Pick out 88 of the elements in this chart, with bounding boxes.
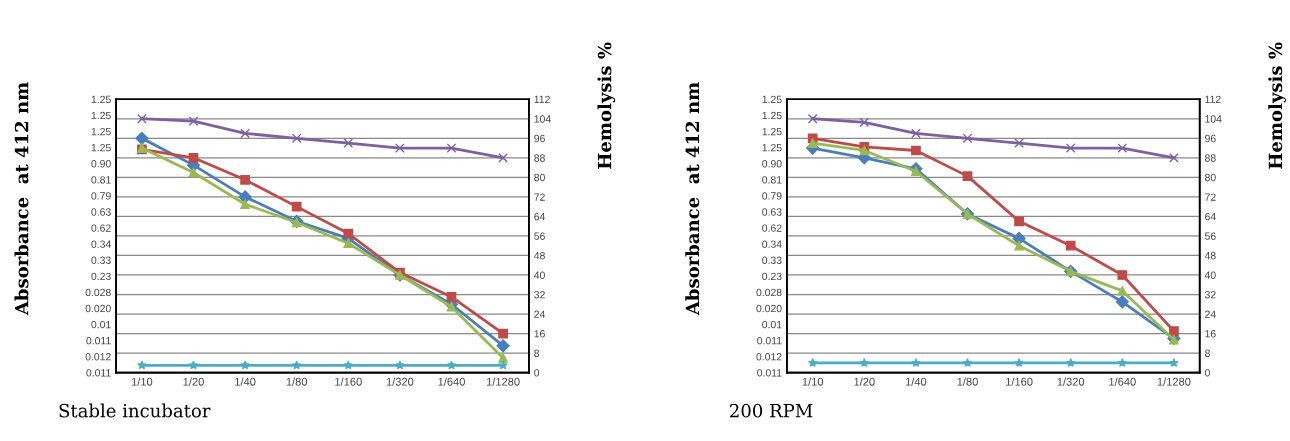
y2-tick-label: 80 bbox=[534, 173, 545, 182]
y2-tick-label: 32 bbox=[534, 291, 545, 299]
text: Stable incubator bbox=[59, 403, 211, 418]
category-label: 0.81 bbox=[762, 176, 782, 184]
y2-tick-label: 88 bbox=[534, 154, 545, 162]
y2-tick-label: 48 bbox=[1204, 251, 1216, 260]
x-tick-label: 1/1280 bbox=[486, 377, 520, 386]
y2-tick-label: 16 bbox=[1205, 330, 1216, 338]
y2-tick-label: 104 bbox=[1205, 115, 1222, 123]
y2-tick-label: 56 bbox=[1204, 232, 1216, 240]
category-label: 1.25 bbox=[762, 95, 782, 104]
category-label: 0.020 bbox=[756, 304, 782, 313]
category-label: 1.25 bbox=[762, 143, 782, 152]
category-label: 0.011 bbox=[757, 369, 782, 377]
category-label: 0.01 bbox=[91, 320, 111, 329]
y2-tick-label: 112 bbox=[1205, 95, 1221, 103]
category-label: 0.011 bbox=[86, 369, 111, 377]
x-tick-label: 1/640 bbox=[438, 377, 465, 386]
category-label: 0.34 bbox=[91, 240, 111, 248]
y2-tick-label: 48 bbox=[534, 251, 545, 260]
category-label: 0.62 bbox=[762, 224, 782, 232]
category-label: 0.34 bbox=[762, 240, 782, 248]
x-tick-label: 1/320 bbox=[386, 377, 414, 386]
y2-tick-label: 40 bbox=[1204, 271, 1216, 279]
category-label: 0.81 bbox=[91, 176, 111, 184]
category-label: 0.62 bbox=[91, 224, 111, 232]
x-tick-label: 1/1280 bbox=[1157, 377, 1191, 386]
x-tick-label: 1/40 bbox=[905, 377, 927, 386]
category-label: 1.25 bbox=[762, 111, 782, 120]
x-tick-label: 1/20 bbox=[183, 377, 204, 386]
category-label: 0.028 bbox=[85, 288, 111, 297]
x-tick-label: 1/10 bbox=[131, 377, 153, 386]
y2-tick-label: 72 bbox=[1205, 193, 1216, 201]
category-label: 0.01 bbox=[762, 320, 782, 329]
x-tick-label: 1/80 bbox=[286, 377, 308, 386]
x-tick-label: 1/10 bbox=[802, 377, 824, 386]
category-label: 0.011 bbox=[757, 336, 782, 345]
category-label: 0.79 bbox=[762, 192, 782, 200]
y2-tick-label: 0 bbox=[1204, 369, 1210, 377]
y2-tick-label: 0 bbox=[534, 369, 540, 377]
y2-tick-label: 104 bbox=[534, 115, 551, 123]
category-label: 1.25 bbox=[91, 143, 111, 152]
category-label: 0.011 bbox=[86, 336, 111, 345]
category-label: 0.028 bbox=[756, 288, 782, 297]
y2-tick-label: 8 bbox=[1205, 349, 1210, 357]
y2-tick-label: 64 bbox=[534, 212, 546, 221]
category-label: 0.63 bbox=[762, 208, 782, 216]
x-tick-label: 1/20 bbox=[854, 377, 875, 386]
text: 200 RPM bbox=[730, 403, 813, 418]
category-label: 0.90 bbox=[91, 160, 111, 168]
y2-tick-label: 112 bbox=[534, 95, 550, 103]
y2-tick-label: 32 bbox=[1204, 291, 1216, 299]
x-tick-label: 1/160 bbox=[335, 377, 362, 386]
y2-tick-label: 88 bbox=[1205, 154, 1216, 162]
x-tick-label: 1/320 bbox=[1057, 377, 1085, 386]
y2-tick-label: 16 bbox=[534, 330, 545, 338]
category-label: 1.25 bbox=[91, 95, 111, 104]
category-label: 1.25 bbox=[91, 111, 111, 120]
x-tick-label: 1/640 bbox=[1109, 377, 1136, 386]
category-label: 0.33 bbox=[91, 256, 111, 264]
y2-tick-label: 72 bbox=[534, 193, 545, 201]
y2-axis-title: Hemolysis % bbox=[597, 42, 616, 169]
category-label: 0.79 bbox=[91, 192, 111, 200]
y2-tick-label: 24 bbox=[534, 310, 546, 318]
category-label: 1.25 bbox=[91, 127, 111, 136]
y2-tick-label: 80 bbox=[1205, 173, 1216, 182]
category-label: 0.23 bbox=[91, 272, 111, 281]
y2-tick-label: 8 bbox=[534, 349, 540, 357]
y2-tick-label: 96 bbox=[1205, 134, 1216, 143]
category-label: 0.90 bbox=[762, 160, 782, 168]
y2-tick-label: 40 bbox=[534, 271, 545, 279]
y2-tick-label: 24 bbox=[1205, 310, 1216, 318]
y2-tick-label: 56 bbox=[534, 232, 545, 240]
x-tick-label: 1/80 bbox=[957, 377, 978, 386]
category-label: 0.23 bbox=[762, 272, 782, 281]
y2-tick-label: 96 bbox=[534, 134, 545, 143]
category-label: 0.012 bbox=[756, 353, 782, 361]
x-tick-label: 1/160 bbox=[1006, 377, 1033, 386]
y2-tick-label: 64 bbox=[1205, 212, 1216, 221]
category-label: 0.33 bbox=[762, 256, 782, 264]
category-label: 0.020 bbox=[85, 304, 111, 313]
y2-axis-title: Hemolysis % bbox=[1268, 42, 1286, 169]
y-axis-title: Absorbance at 412 nm bbox=[685, 82, 700, 316]
category-label: 0.012 bbox=[85, 353, 111, 361]
y-axis-title: Absorbance at 412 nm bbox=[14, 82, 29, 316]
category-label: 0.63 bbox=[91, 208, 111, 216]
category-label: 1.25 bbox=[762, 127, 782, 136]
x-tick-label: 1/40 bbox=[235, 377, 256, 386]
